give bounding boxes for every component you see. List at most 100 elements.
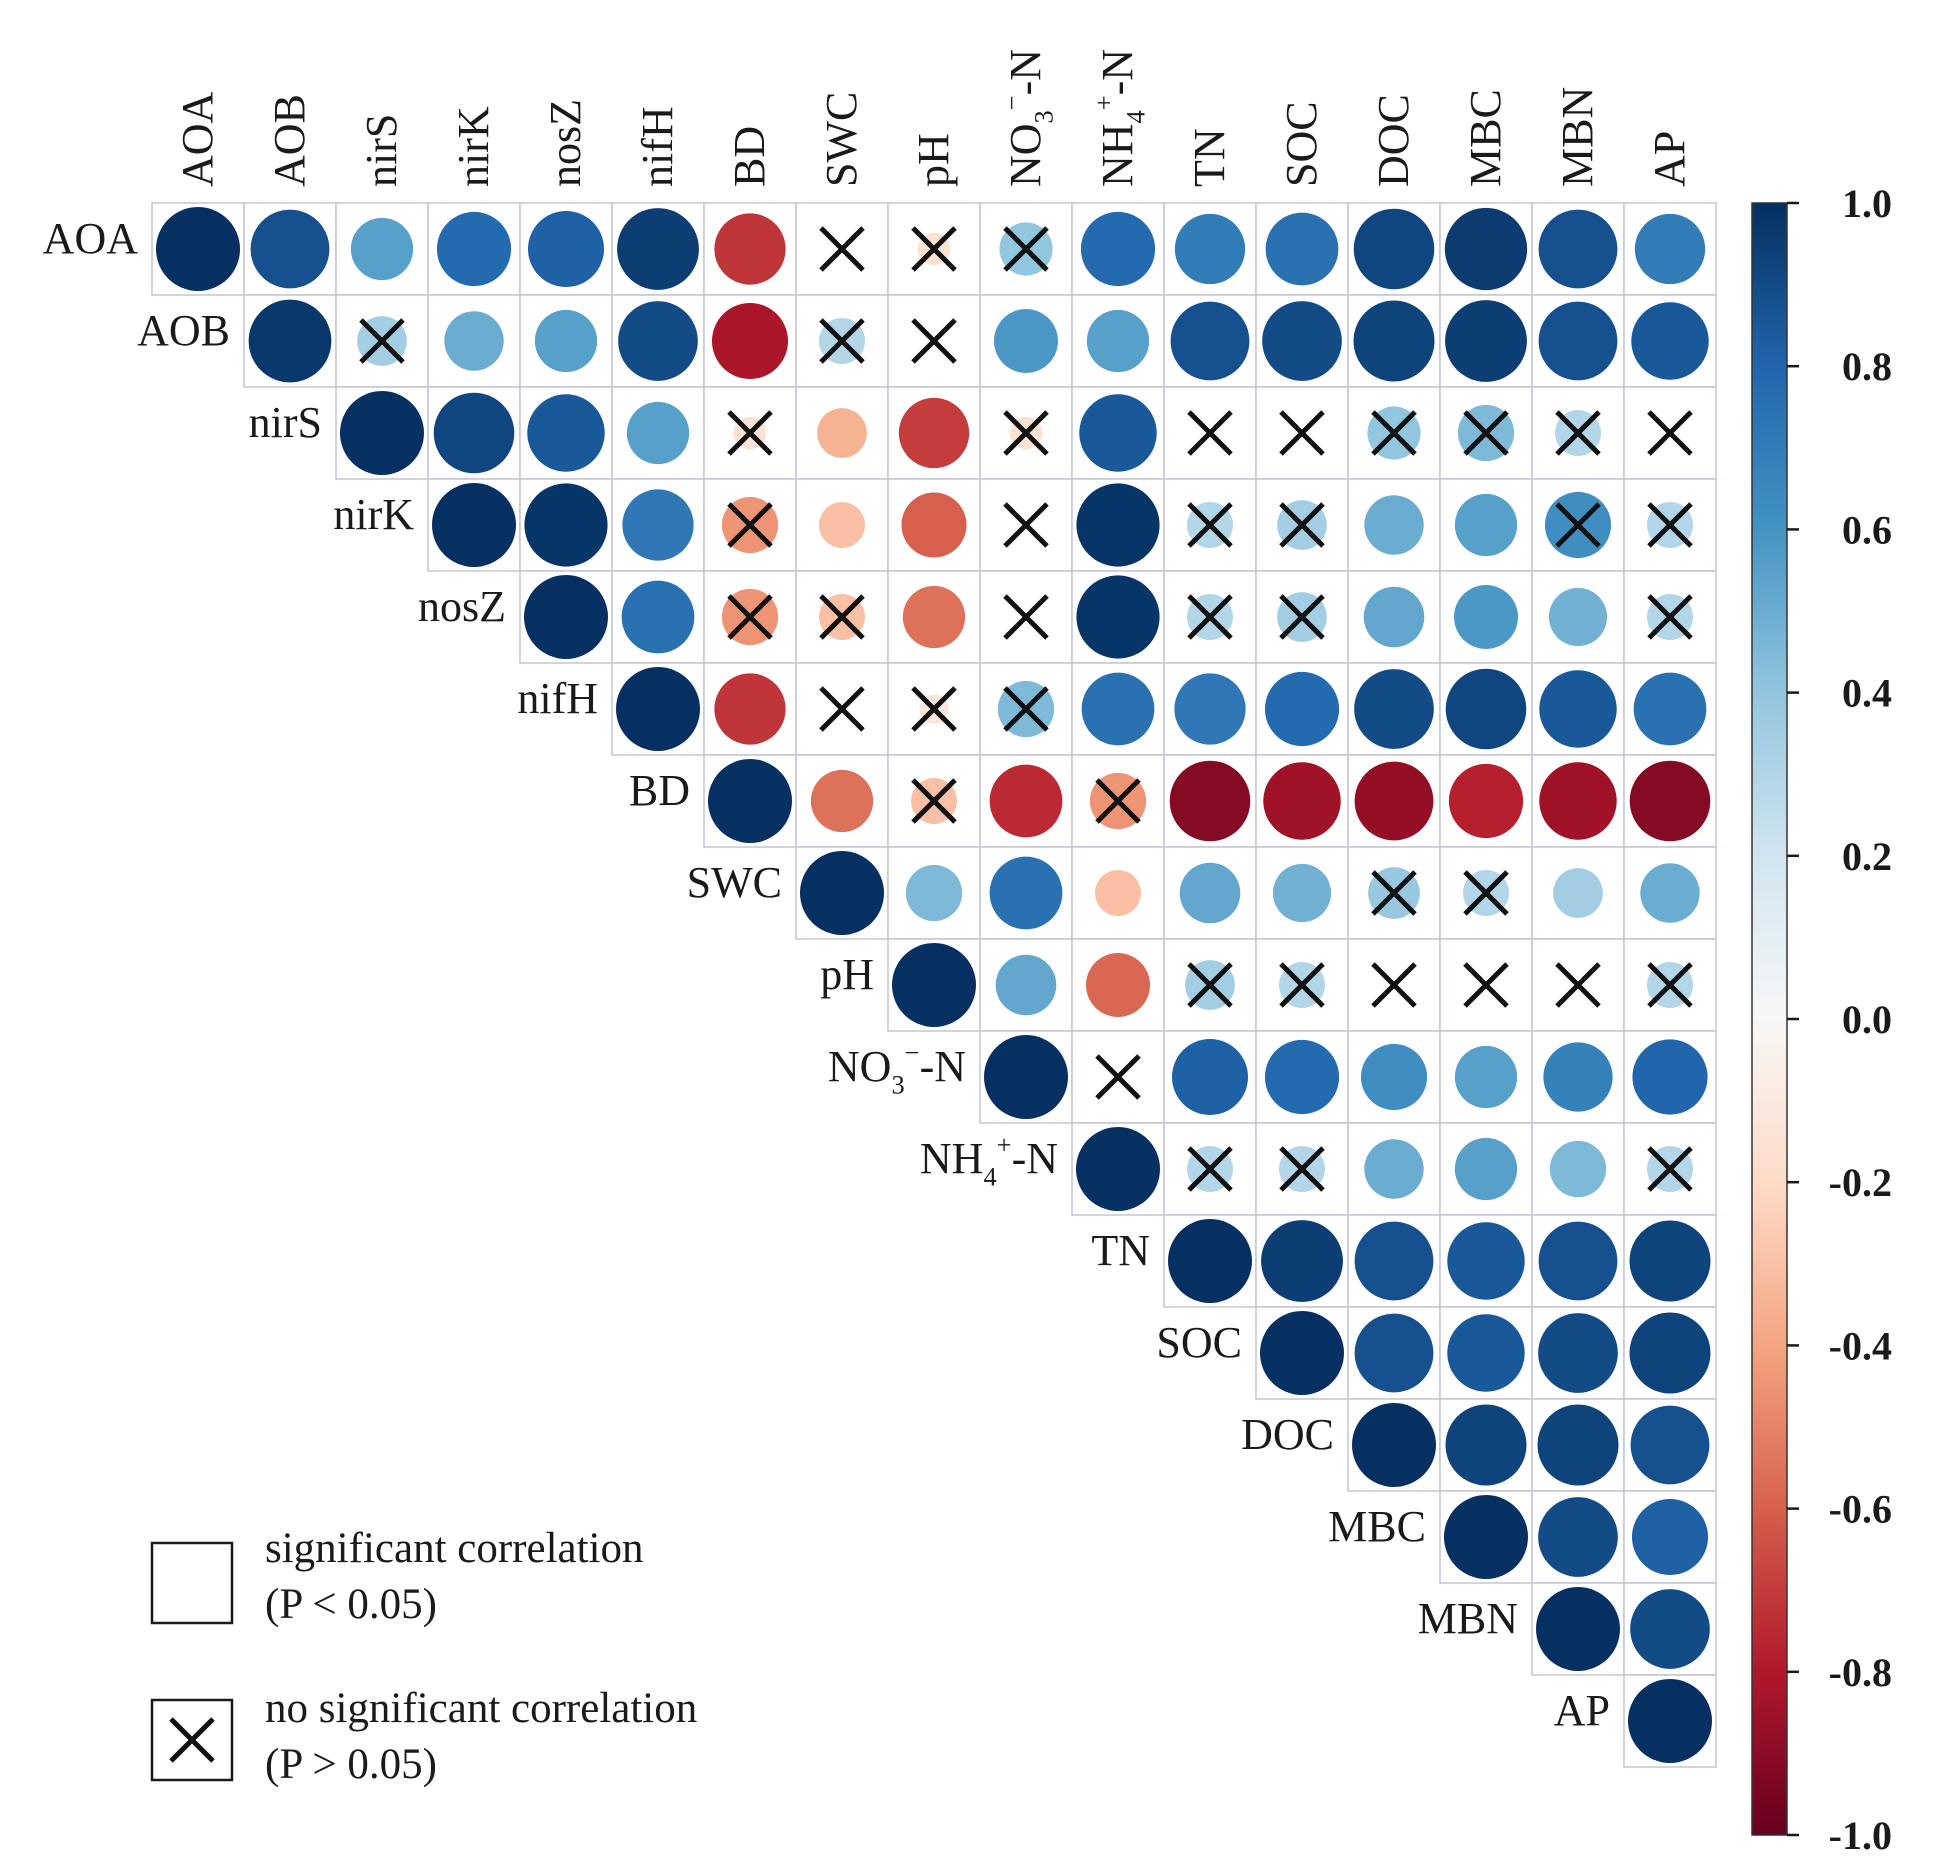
cell-DOC-MBC xyxy=(1439,1398,1533,1492)
correlation-circle xyxy=(1081,672,1155,746)
not-significant-cross-icon xyxy=(1187,410,1233,456)
not-significant-cross-icon xyxy=(1279,410,1325,456)
row-label-nirS: nirS xyxy=(249,398,322,447)
cell-nirK-SWC xyxy=(795,478,889,572)
correlation-circle xyxy=(708,759,792,843)
cell-nifH-SWC xyxy=(795,662,889,756)
cell-SWC-NO3-N xyxy=(979,846,1073,940)
column-label-nosZ: nosZ xyxy=(541,99,590,187)
correlation-circle xyxy=(248,299,332,383)
cell-AOA-DOC xyxy=(1347,202,1441,296)
correlation-circle xyxy=(1263,762,1341,840)
cell-SOC-DOC xyxy=(1347,1306,1441,1400)
correlation-circle xyxy=(1086,953,1150,1017)
correlation-circle xyxy=(1448,763,1524,839)
correlation-circle xyxy=(817,408,867,458)
row-label-DOC: DOC xyxy=(1241,1410,1334,1459)
cell-pH-DOC xyxy=(1347,938,1441,1032)
legend: significant correlation (P < 0.05) no si… xyxy=(150,1525,697,1788)
cell-SWC-SOC xyxy=(1255,846,1349,940)
cell-BD-AP xyxy=(1623,754,1717,848)
column-label-nifH: nifH xyxy=(633,106,682,187)
not-significant-cross-icon xyxy=(1187,1146,1233,1192)
correlation-circle xyxy=(1539,762,1617,840)
correlation-circle xyxy=(1445,668,1527,750)
cell-NO3-N-DOC xyxy=(1347,1030,1441,1124)
cell-NO3-N-NH4-N xyxy=(1071,1030,1165,1124)
cell-nifH-pH xyxy=(887,662,981,756)
row-label-SOC: SOC xyxy=(1156,1318,1242,1367)
cell-SWC-MBN xyxy=(1531,846,1625,940)
cell-nirK-pH xyxy=(887,478,981,572)
correlation-circle xyxy=(1447,1222,1525,1300)
cell-AOB-nifH xyxy=(611,294,705,388)
cell-frame xyxy=(1623,386,1717,480)
correlation-circle xyxy=(714,673,786,745)
correlation-circle xyxy=(1538,1313,1618,1393)
not-significant-cross-icon xyxy=(819,594,865,640)
cell-nirK-MBN xyxy=(1531,478,1625,572)
correlation-circle xyxy=(1631,1498,1709,1576)
correlation-circle xyxy=(1629,1220,1711,1302)
correlation-circle xyxy=(810,769,874,833)
cell-SWC-AP xyxy=(1623,846,1717,940)
correlation-circle xyxy=(1264,1039,1340,1115)
cell-nirS-SWC xyxy=(795,386,889,480)
correlation-circle xyxy=(1354,669,1434,749)
column-label-pH: pH xyxy=(909,133,958,187)
correlation-circle xyxy=(1170,301,1250,381)
row-label-SWC: SWC xyxy=(687,858,782,907)
column-label-DOC: DOC xyxy=(1369,94,1418,187)
correlation-circle xyxy=(1261,1220,1343,1302)
cell-BD-SWC xyxy=(795,754,889,848)
cell-NH4-N-SOC xyxy=(1255,1122,1349,1216)
cell-pH-SOC xyxy=(1255,938,1349,1032)
cell-nirS-MBC xyxy=(1439,386,1533,480)
cell-BD-BD xyxy=(703,754,797,848)
not-significant-cross-icon xyxy=(1371,870,1417,916)
cell-NO3-N-MBC xyxy=(1439,1030,1533,1124)
cell-AOB-nirS xyxy=(335,294,429,388)
cell-MBN-MBN xyxy=(1531,1582,1625,1676)
cell-NH4-N-TN xyxy=(1163,1122,1257,1216)
correlation-circle xyxy=(1538,301,1618,381)
cell-nifH-NH4-N xyxy=(1071,662,1165,756)
correlation-circle xyxy=(1454,1137,1518,1201)
cell-nirS-nirS xyxy=(335,386,429,480)
not-significant-cross-icon xyxy=(359,318,405,364)
cell-nosZ-TN xyxy=(1163,570,1257,664)
correlation-circle xyxy=(250,209,330,289)
correlation-circle xyxy=(800,851,884,935)
cell-frame xyxy=(1163,386,1257,480)
not-significant-cross-icon xyxy=(1555,410,1601,456)
correlation-circle xyxy=(1363,586,1425,648)
correlation-circle xyxy=(1454,493,1518,557)
not-significant-cross-icon xyxy=(911,226,957,272)
cell-nosZ-DOC xyxy=(1347,570,1441,664)
cell-nosZ-MBN xyxy=(1531,570,1625,664)
cell-AOA-NO3-N xyxy=(979,202,1073,296)
correlation-circle xyxy=(1630,1589,1710,1669)
correlation-circle xyxy=(1076,483,1160,567)
cell-SWC-pH xyxy=(887,846,981,940)
cell-nirK-NO3-N xyxy=(979,478,1073,572)
cell-TN-MBC xyxy=(1439,1214,1533,1308)
correlation-circle xyxy=(1353,208,1435,290)
not-significant-cross-icon xyxy=(727,502,773,548)
correlation-circle xyxy=(1549,1140,1607,1198)
not-significant-cross-icon xyxy=(1647,502,1693,548)
cell-AOB-nosZ xyxy=(519,294,613,388)
row-label-nifH: nifH xyxy=(517,674,598,723)
cell-NO3-N-NO3-N xyxy=(979,1030,1073,1124)
correlation-circle xyxy=(1631,302,1709,380)
cell-nirS-NO3-N xyxy=(979,386,1073,480)
row-label-TN: TN xyxy=(1091,1226,1150,1275)
cell-BD-pH xyxy=(887,754,981,848)
not-significant-cross-icon xyxy=(1095,1054,1141,1100)
cell-nirS-TN xyxy=(1163,386,1257,480)
not-significant-cross-icon xyxy=(1647,1146,1693,1192)
cell-nirK-NH4-N xyxy=(1071,478,1165,572)
correlation-circle xyxy=(1536,1587,1620,1671)
correlation-circle xyxy=(1354,1221,1434,1301)
